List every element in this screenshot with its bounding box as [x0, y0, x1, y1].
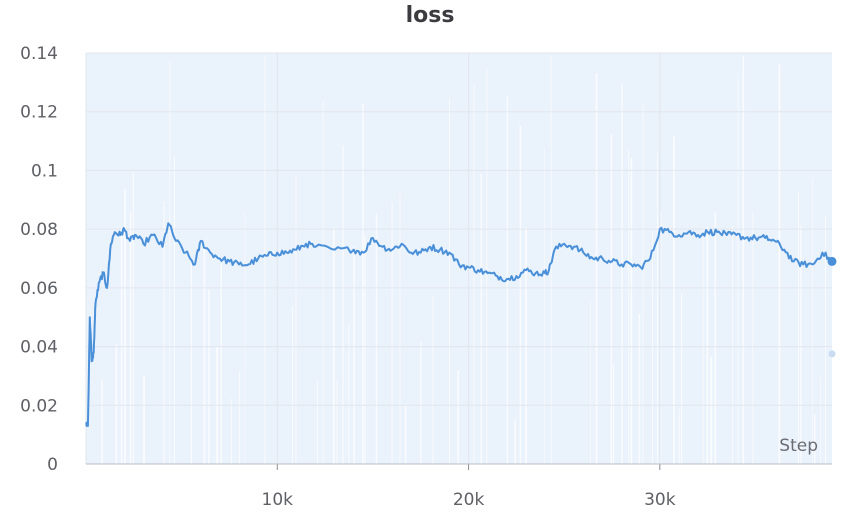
smoothed-loss-line — [85, 222, 833, 427]
y-tick-label: 0.14 — [20, 44, 58, 64]
y-axis-ticks: 0 0.02 0.04 0.06 0.08 0.1 0.12 0.14 — [20, 44, 58, 475]
x-axis-label: Step — [779, 436, 818, 456]
raw-data-layer — [86, 53, 832, 464]
x-tick-label: 30k — [644, 490, 676, 510]
y-tick-label: 0.06 — [20, 279, 58, 299]
grid-layer — [85, 52, 832, 465]
chart-title: loss — [406, 3, 455, 28]
y-tick-label: 0.12 — [20, 103, 58, 123]
last-smoothed-point — [827, 256, 837, 266]
y-tick-label: 0.1 — [31, 161, 58, 181]
x-tick-label: 10k — [262, 490, 294, 510]
x-tick-label: 20k — [453, 490, 485, 510]
x-axis-ticks: 10k 20k 30k — [262, 464, 676, 510]
y-tick-label: 0 — [47, 455, 58, 475]
last-raw-point — [828, 350, 836, 358]
y-tick-label: 0.08 — [20, 220, 58, 240]
smoothed-line-layer — [85, 222, 837, 427]
y-tick-label: 0.02 — [20, 396, 58, 416]
y-tick-label: 0.04 — [20, 338, 58, 358]
